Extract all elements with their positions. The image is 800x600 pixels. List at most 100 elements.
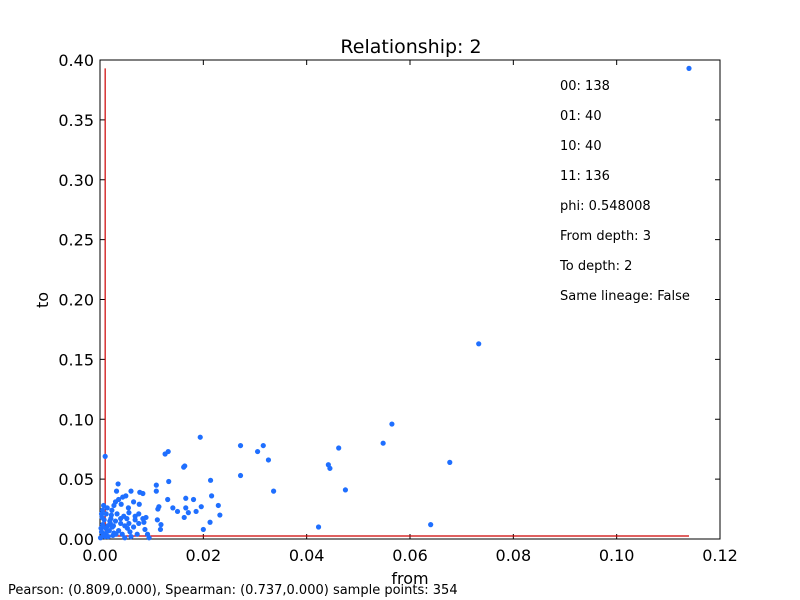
data-point (120, 494, 126, 500)
data-point (197, 434, 203, 440)
data-point (132, 513, 138, 519)
data-point (153, 482, 159, 488)
x-axis-label: from (391, 569, 428, 588)
data-point (128, 534, 134, 540)
y-tick-label: 0.05 (58, 470, 94, 489)
y-tick-label: 0.25 (58, 231, 94, 250)
data-point (428, 522, 434, 528)
annotation-line: 00: 138 (560, 79, 610, 94)
data-point (193, 508, 199, 515)
data-point (198, 504, 204, 510)
correlation-footer: Pearson: (0.809,0.000), Spearman: (0.737… (8, 583, 458, 598)
data-point (116, 528, 122, 534)
data-point (103, 525, 109, 531)
data-point (327, 465, 333, 471)
annotation-line: Same lineage: False (560, 289, 690, 304)
data-point (315, 524, 322, 530)
data-point (118, 501, 124, 507)
y-tick-label: 0.10 (58, 410, 94, 429)
data-point (119, 531, 125, 537)
y-axis-label: to (33, 292, 52, 308)
y-tick-label: 0.40 (58, 51, 94, 70)
annotation-line: From depth: 3 (560, 229, 651, 244)
annotation-line: 10: 40 (560, 139, 602, 154)
data-point (153, 488, 159, 494)
data-point (109, 524, 115, 530)
annotation-line: To depth: 2 (559, 259, 632, 274)
data-points (97, 65, 692, 541)
data-point (112, 518, 119, 524)
data-point (157, 526, 164, 533)
data-point (271, 488, 277, 494)
data-point (190, 496, 197, 503)
data-point (254, 448, 261, 455)
data-point (155, 506, 161, 512)
data-point (98, 525, 104, 531)
data-point (183, 495, 189, 501)
data-point (101, 502, 107, 509)
data-point (476, 341, 482, 347)
x-tick-label: 0.02 (186, 546, 222, 565)
data-point (170, 505, 176, 511)
data-point (209, 493, 215, 499)
data-point (265, 457, 272, 463)
data-point (342, 487, 349, 493)
data-point (146, 535, 152, 541)
data-point (162, 451, 168, 457)
data-point (207, 477, 214, 483)
data-point (389, 421, 395, 427)
x-tick-label: 0.08 (496, 546, 532, 565)
data-point (122, 535, 128, 541)
y-tick-label: 0.30 (58, 171, 94, 190)
x-tick-label: 0.06 (392, 546, 428, 565)
data-point (102, 453, 108, 459)
data-point (237, 442, 244, 449)
stats-annotations: 00: 138 01: 40 10: 40 11: 136 phi: 0.548008 F… (559, 79, 690, 304)
y-tick-label: 0.20 (58, 291, 94, 310)
data-point (126, 510, 132, 516)
data-point (380, 440, 386, 446)
data-point (118, 520, 124, 527)
data-point (107, 518, 113, 524)
x-tick-label: 0.10 (599, 546, 635, 565)
x-axis: 0.00 0.02 0.04 0.06 0.08 0.10 0.12 (82, 60, 738, 565)
data-point (111, 530, 117, 536)
data-point (103, 511, 109, 517)
x-tick-label: 0.04 (289, 546, 325, 565)
data-point (136, 520, 142, 527)
data-point (132, 517, 138, 523)
data-point (128, 488, 134, 494)
data-point (99, 507, 106, 513)
reference-lines (100, 68, 689, 539)
chart-title: Relationship: 2 (340, 36, 481, 58)
data-point (143, 514, 149, 521)
data-point (130, 499, 137, 505)
data-point (115, 481, 121, 487)
x-tick-label: 0.00 (82, 546, 118, 565)
y-tick-label: 0.35 (58, 111, 94, 130)
data-point (217, 512, 223, 518)
plot-area (99, 59, 721, 540)
data-point (142, 526, 148, 533)
data-point (174, 508, 181, 515)
data-point (111, 502, 117, 509)
annotation-line: phi: 0.548008 (560, 199, 651, 214)
data-point (118, 516, 124, 522)
data-point (127, 529, 133, 535)
y-axis: 0.00 0.05 0.10 0.15 0.20 0.25 0.30 0.35 0.40 (58, 51, 720, 549)
data-point (113, 488, 120, 494)
data-point (181, 514, 187, 521)
data-point (447, 459, 453, 465)
data-point (105, 534, 111, 540)
data-point (200, 526, 206, 533)
y-tick-label: 0.00 (58, 530, 94, 549)
data-point (126, 520, 132, 527)
data-point (130, 524, 137, 530)
data-point (137, 489, 143, 495)
data-point (686, 65, 692, 71)
data-point (109, 507, 115, 513)
data-point (158, 522, 164, 528)
data-point (215, 502, 221, 509)
data-point (183, 505, 189, 511)
